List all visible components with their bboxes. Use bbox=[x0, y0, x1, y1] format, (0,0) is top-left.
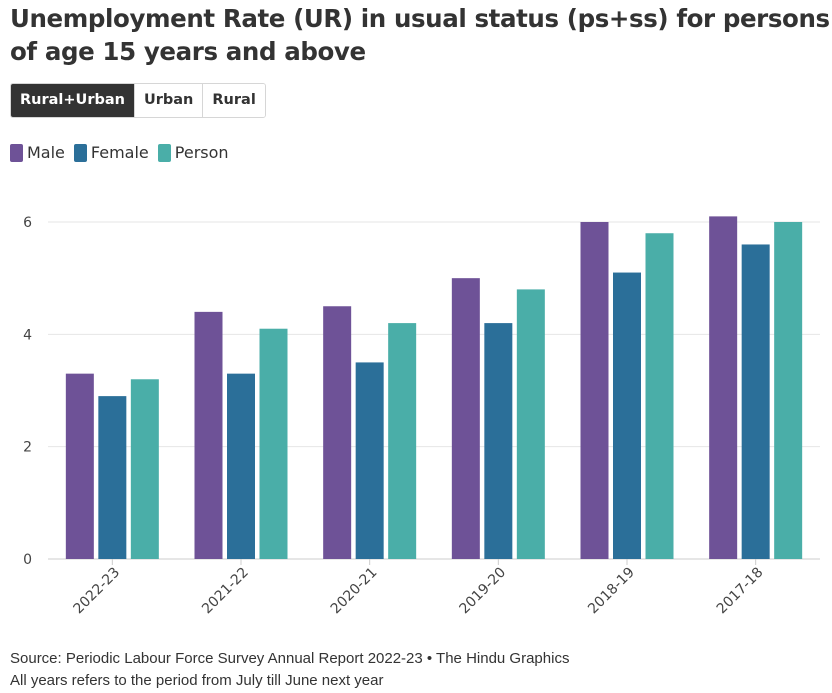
bar-male-2021-22 bbox=[194, 311, 223, 559]
source-note: Source: Periodic Labour Force Survey Ann… bbox=[10, 650, 570, 667]
bar-person-2017-18 bbox=[774, 222, 803, 559]
legend-swatch-male bbox=[10, 143, 23, 162]
bar-female-2018-19 bbox=[613, 272, 641, 559]
bar-male-2018-19 bbox=[580, 222, 609, 559]
tab-urban[interactable]: Urban bbox=[133, 84, 203, 117]
legend-label-female: Female bbox=[90, 143, 149, 162]
bar-person-2020-21 bbox=[388, 323, 417, 559]
bar-female-2020-21 bbox=[355, 362, 384, 559]
bar-male-2017-18 bbox=[709, 216, 738, 559]
legend-item-male[interactable]: Male bbox=[10, 143, 65, 162]
bar-chart: 0 2 4 6 2022-23 2021-22 2020-21 2019-20 2018-19 2… bbox=[23, 215, 820, 618]
bar-person-2022-23 bbox=[130, 379, 159, 559]
bar-female-2019-20 bbox=[484, 323, 513, 559]
period-note: All years refers to the period from July… bbox=[10, 672, 384, 689]
footer: Source: Periodic Labour Force Survey Ann… bbox=[10, 648, 569, 692]
tab-rural-urban[interactable]: Rural+Urban bbox=[11, 84, 134, 117]
x-tick-label: 2017-18 bbox=[714, 565, 767, 618]
bar-male-2022-23 bbox=[65, 373, 94, 559]
x-tick-label: 2019-20 bbox=[456, 565, 509, 618]
bar-male-2020-21 bbox=[323, 306, 352, 559]
legend-item-person[interactable]: Person bbox=[157, 143, 229, 162]
bar-female-2021-22 bbox=[227, 373, 255, 559]
bar-person-2021-22 bbox=[259, 328, 288, 559]
y-tick-label: 6 bbox=[23, 215, 32, 231]
area-toggle: Rural+Urban Urban Rural bbox=[10, 83, 266, 118]
y-tick-label: 4 bbox=[23, 327, 32, 343]
bar-person-2018-19 bbox=[645, 233, 674, 559]
legend-item-female[interactable]: Female bbox=[73, 143, 149, 162]
bar-male-2019-20 bbox=[451, 278, 480, 559]
bar-female-2022-23 bbox=[98, 396, 127, 559]
legend: Male Female Person bbox=[10, 143, 238, 162]
legend-label-male: Male bbox=[27, 143, 65, 162]
bar-female-2017-18 bbox=[741, 244, 770, 559]
y-tick-label: 0 bbox=[23, 552, 32, 568]
tab-rural[interactable]: Rural bbox=[202, 84, 265, 117]
x-tick-label: 2021-22 bbox=[199, 565, 252, 618]
x-tick-label: 2018-19 bbox=[585, 565, 638, 618]
legend-swatch-female bbox=[73, 143, 87, 162]
legend-label-person: Person bbox=[174, 143, 229, 162]
y-tick-label: 2 bbox=[23, 440, 32, 456]
chart-title: Unemployment Rate (UR) in usual status (… bbox=[10, 4, 830, 66]
legend-swatch-person bbox=[157, 143, 171, 162]
bar-person-2019-20 bbox=[516, 289, 545, 559]
x-tick-label: 2020-21 bbox=[328, 565, 381, 618]
x-tick-label: 2022-23 bbox=[70, 565, 123, 618]
